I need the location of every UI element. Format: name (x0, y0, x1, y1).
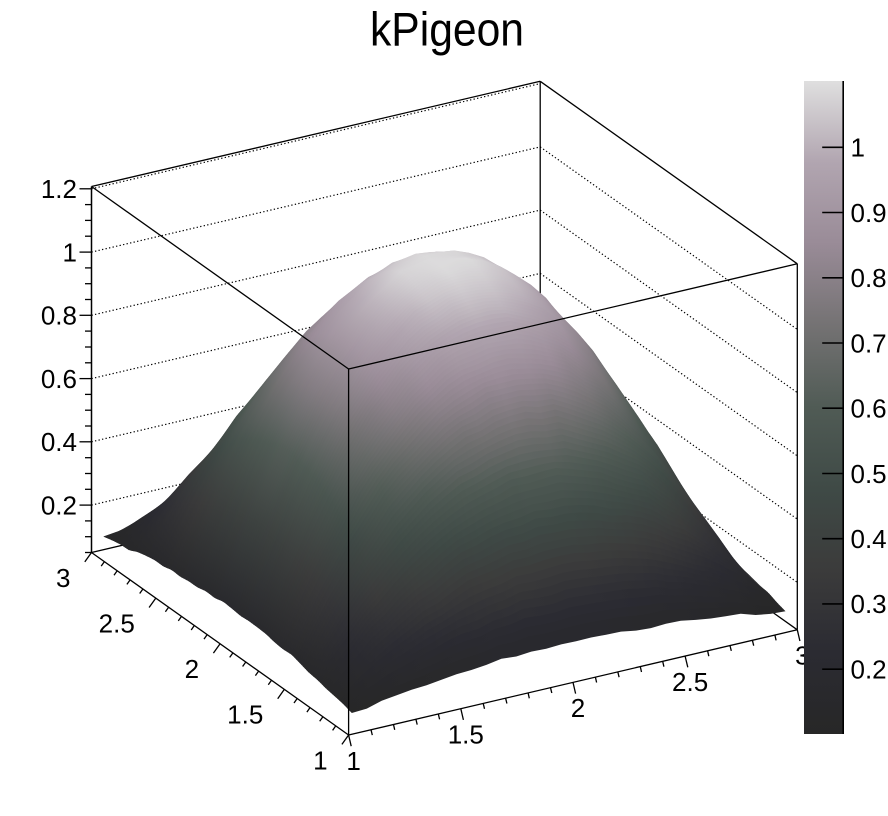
svg-text:0.9: 0.9 (851, 198, 887, 228)
svg-text:0.3: 0.3 (851, 589, 887, 619)
svg-text:0.6: 0.6 (851, 394, 887, 424)
svg-text:0.4: 0.4 (851, 524, 887, 554)
svg-text:0.2: 0.2 (41, 490, 77, 520)
svg-text:0.7: 0.7 (851, 328, 887, 358)
svg-text:0.6: 0.6 (41, 364, 77, 394)
svg-text:kPigeon: kPigeon (370, 3, 524, 56)
svg-text:0.8: 0.8 (41, 301, 77, 331)
svg-text:1: 1 (313, 745, 327, 775)
svg-text:1: 1 (851, 133, 865, 163)
svg-text:2.5: 2.5 (672, 667, 708, 697)
svg-text:0.4: 0.4 (41, 427, 77, 457)
svg-text:0.5: 0.5 (851, 459, 887, 489)
svg-text:0.2: 0.2 (851, 655, 887, 685)
svg-text:0.8: 0.8 (851, 263, 887, 293)
svg-text:1.5: 1.5 (227, 700, 263, 730)
svg-text:3: 3 (56, 563, 70, 593)
svg-text:2: 2 (571, 693, 585, 723)
svg-text:1.5: 1.5 (448, 720, 484, 750)
svg-text:2.5: 2.5 (99, 608, 135, 638)
svg-text:1: 1 (63, 237, 77, 267)
svg-text:1.2: 1.2 (41, 174, 77, 204)
svg-text:2: 2 (185, 654, 199, 684)
svg-text:1: 1 (346, 746, 360, 776)
